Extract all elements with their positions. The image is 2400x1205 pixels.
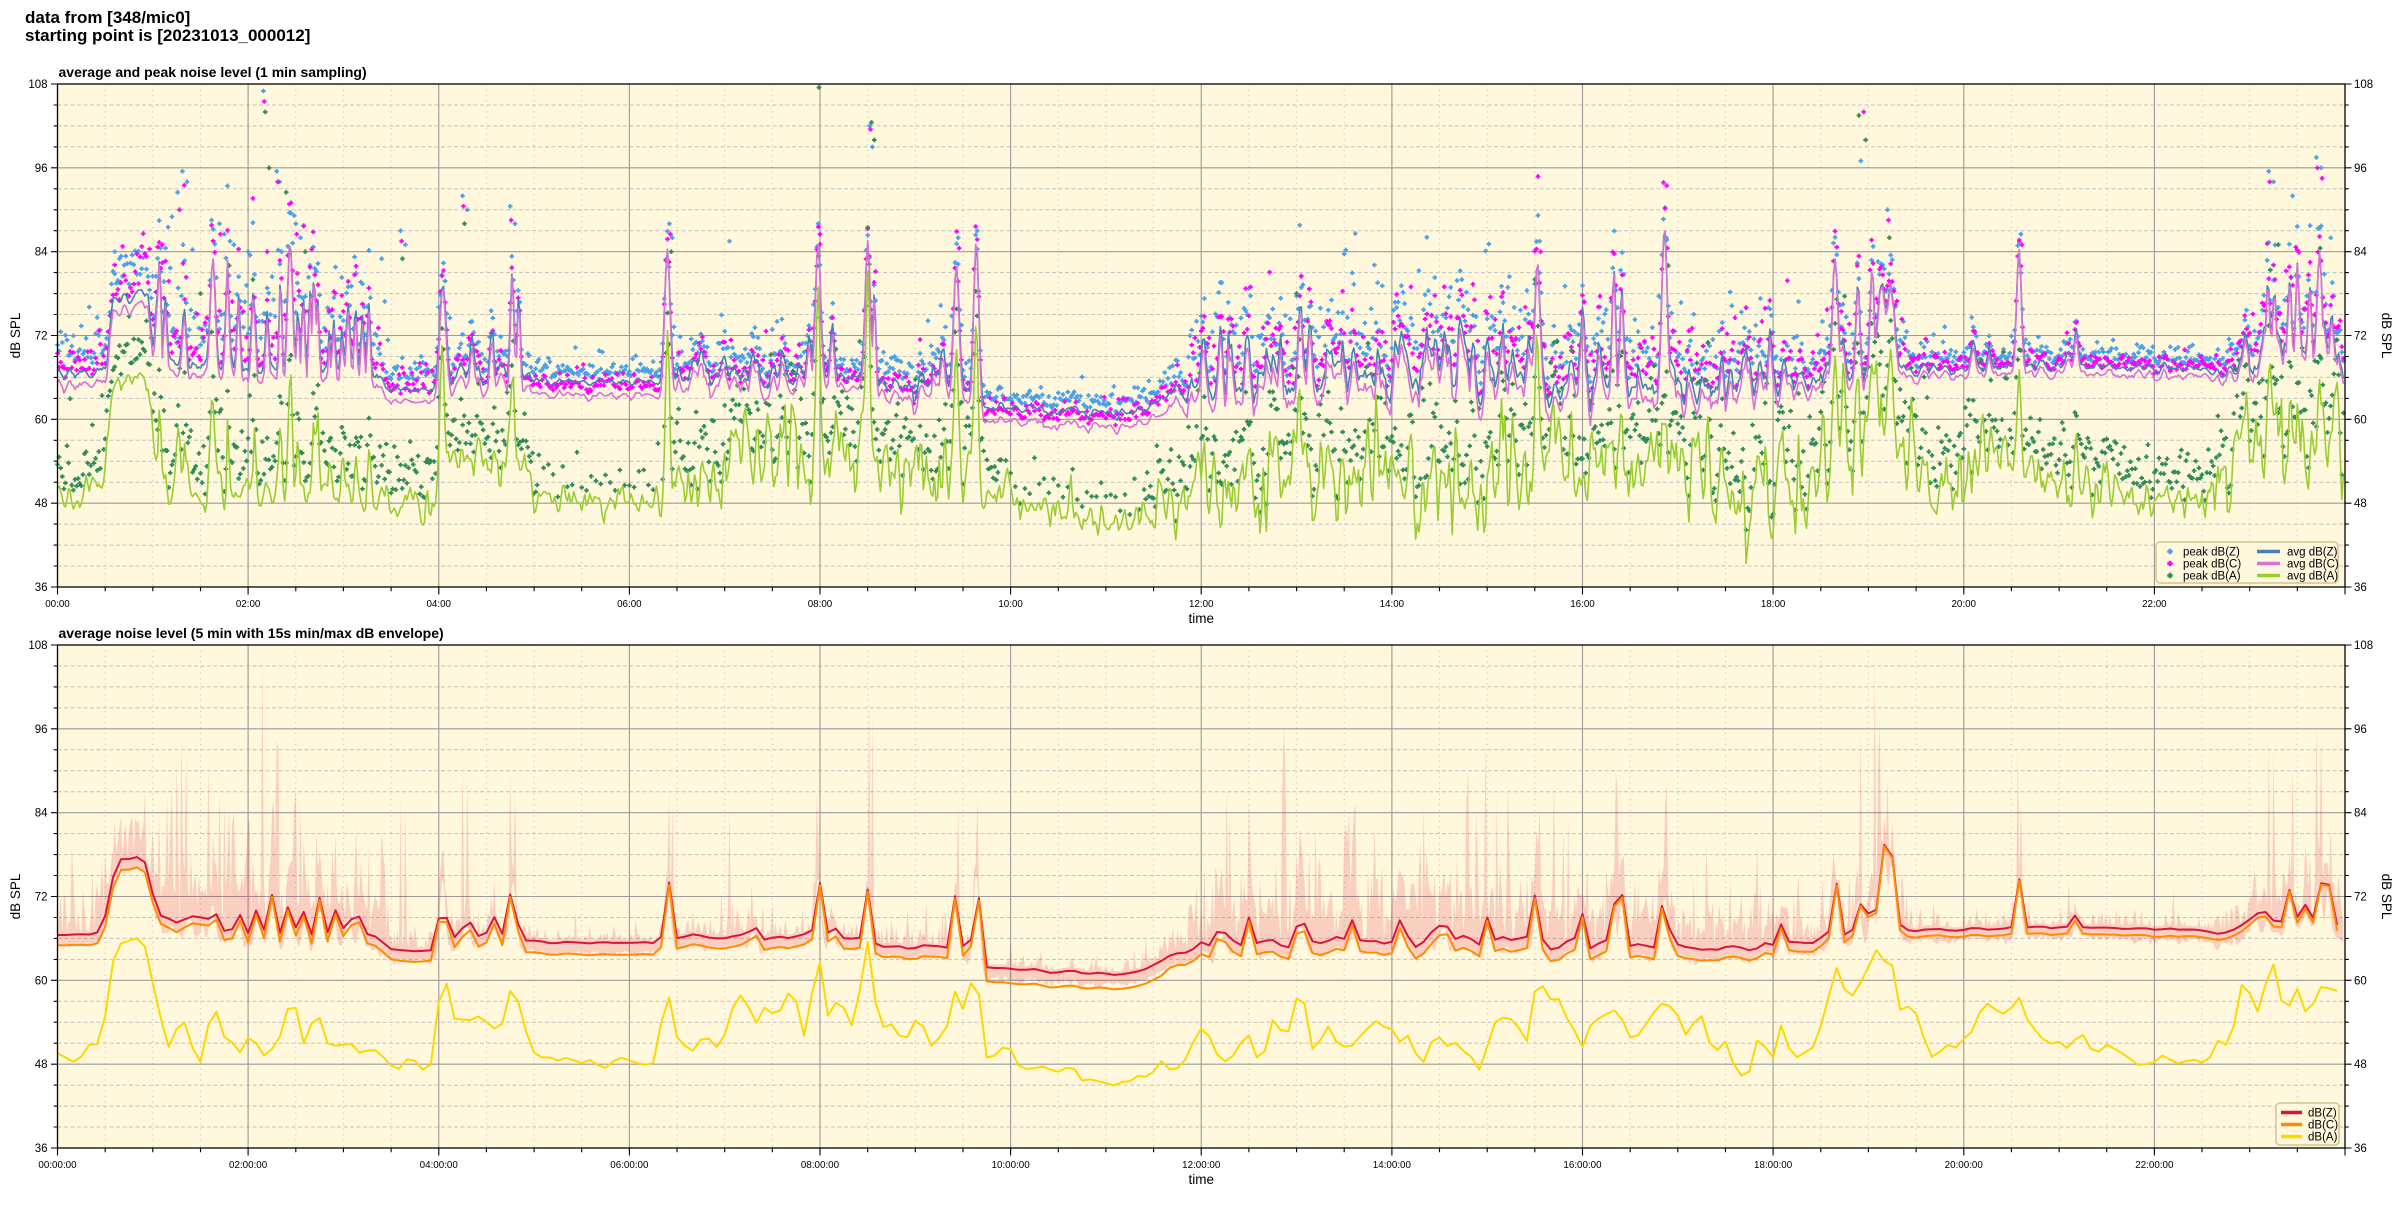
svg-text:18:00: 18:00 <box>1761 599 1786 610</box>
svg-text:14:00: 14:00 <box>1380 599 1405 610</box>
svg-text:96: 96 <box>35 724 48 736</box>
svg-text:108: 108 <box>2354 79 2373 91</box>
svg-text:avg dB(C): avg dB(C) <box>2287 559 2339 571</box>
svg-text:02:00: 02:00 <box>236 599 261 610</box>
svg-text:108: 108 <box>28 79 47 91</box>
svg-text:36: 36 <box>35 582 48 594</box>
svg-text:16:00: 16:00 <box>1570 599 1595 610</box>
svg-text:60: 60 <box>2354 414 2367 426</box>
svg-text:36: 36 <box>35 1143 48 1155</box>
svg-text:72: 72 <box>2354 331 2367 343</box>
svg-text:84: 84 <box>2354 808 2367 820</box>
svg-text:16:00:00: 16:00:00 <box>1563 1160 1602 1171</box>
svg-text:60: 60 <box>35 414 48 426</box>
svg-text:time: time <box>1188 1172 1214 1187</box>
svg-text:20:00:00: 20:00:00 <box>1945 1160 1984 1171</box>
svg-text:12:00:00: 12:00:00 <box>1182 1160 1221 1171</box>
svg-text:60: 60 <box>2354 975 2367 987</box>
svg-text:36: 36 <box>2354 582 2367 594</box>
svg-text:20:00: 20:00 <box>1951 599 1976 610</box>
svg-text:96: 96 <box>2354 163 2367 175</box>
svg-text:84: 84 <box>2354 247 2367 259</box>
svg-text:72: 72 <box>2354 892 2367 904</box>
svg-text:12:00: 12:00 <box>1189 599 1214 610</box>
svg-text:108: 108 <box>2354 640 2373 652</box>
svg-text:48: 48 <box>2354 498 2367 510</box>
svg-text:dB SPL: dB SPL <box>2379 874 2394 920</box>
svg-text:48: 48 <box>35 1059 48 1071</box>
svg-text:00:00:00: 00:00:00 <box>38 1160 77 1171</box>
svg-text:dB SPL: dB SPL <box>2379 313 2394 359</box>
svg-text:72: 72 <box>35 331 48 343</box>
svg-text:08:00: 08:00 <box>808 599 833 610</box>
svg-text:00:00: 00:00 <box>45 599 70 610</box>
svg-text:10:00:00: 10:00:00 <box>992 1160 1031 1171</box>
svg-text:data from [348/mic0]: data from [348/mic0] <box>25 8 190 27</box>
svg-text:peak dB(A): peak dB(A) <box>2183 571 2241 583</box>
svg-text:72: 72 <box>35 892 48 904</box>
svg-text:36: 36 <box>2354 1143 2367 1155</box>
svg-text:average and peak noise level (: average and peak noise level (1 min samp… <box>59 64 367 80</box>
svg-text:08:00:00: 08:00:00 <box>801 1160 840 1171</box>
svg-text:avg dB(Z): avg dB(Z) <box>2287 547 2338 559</box>
svg-text:18:00:00: 18:00:00 <box>1754 1160 1793 1171</box>
svg-text:14:00:00: 14:00:00 <box>1373 1160 1412 1171</box>
svg-text:02:00:00: 02:00:00 <box>229 1160 268 1171</box>
svg-text:06:00: 06:00 <box>617 599 642 610</box>
svg-text:dB(C): dB(C) <box>2308 1120 2338 1132</box>
svg-text:108: 108 <box>28 640 47 652</box>
svg-text:48: 48 <box>35 498 48 510</box>
svg-text:dB(A): dB(A) <box>2308 1132 2338 1144</box>
svg-text:06:00:00: 06:00:00 <box>610 1160 649 1171</box>
svg-text:60: 60 <box>35 975 48 987</box>
svg-text:peak dB(C): peak dB(C) <box>2183 559 2241 571</box>
svg-text:peak dB(Z): peak dB(Z) <box>2183 547 2240 559</box>
svg-text:84: 84 <box>35 808 48 820</box>
svg-text:04:00:00: 04:00:00 <box>420 1160 459 1171</box>
svg-text:avg dB(A): avg dB(A) <box>2287 571 2338 583</box>
svg-text:dB(Z): dB(Z) <box>2308 1108 2337 1120</box>
svg-text:96: 96 <box>2354 724 2367 736</box>
svg-text:10:00: 10:00 <box>998 599 1023 610</box>
svg-text:48: 48 <box>2354 1059 2367 1071</box>
svg-text:dB SPL: dB SPL <box>8 312 23 358</box>
svg-text:starting point is [20231013_00: starting point is [20231013_000012] <box>25 26 310 45</box>
svg-text:96: 96 <box>35 163 48 175</box>
svg-text:22:00:00: 22:00:00 <box>2135 1160 2174 1171</box>
svg-text:84: 84 <box>35 247 48 259</box>
svg-text:22:00: 22:00 <box>2142 599 2167 610</box>
svg-text:time: time <box>1188 611 1214 626</box>
svg-text:dB SPL: dB SPL <box>8 873 23 919</box>
svg-text:average noise level (5 min wit: average noise level (5 min with 15s min/… <box>59 625 444 641</box>
svg-text:04:00: 04:00 <box>426 599 451 610</box>
